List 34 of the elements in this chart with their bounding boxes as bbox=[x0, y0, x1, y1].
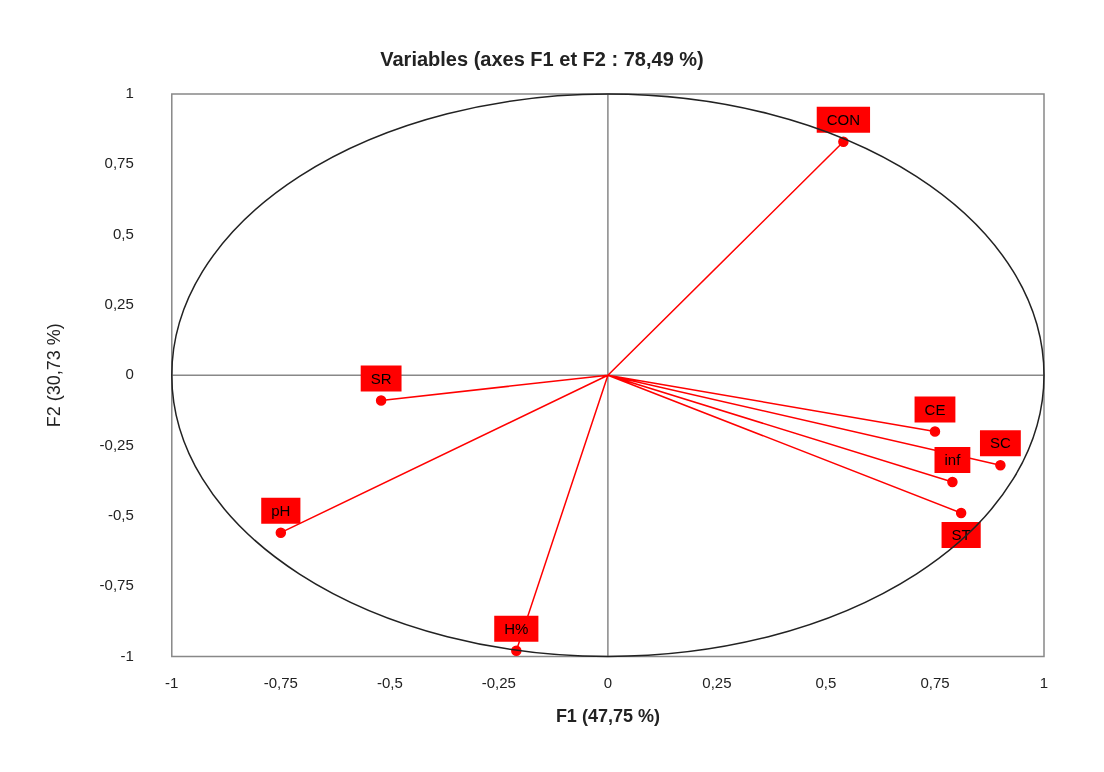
y-tick-label: -0,75 bbox=[99, 576, 134, 594]
y-tick-label: 0,75 bbox=[104, 154, 134, 172]
chart-title: Variables (axes F1 et F2 : 78,49 %) bbox=[380, 47, 704, 70]
x-tick-label: -1 bbox=[165, 673, 179, 691]
x-tick-label: 0,5 bbox=[815, 673, 837, 691]
x-tick-label: -0,75 bbox=[263, 673, 298, 691]
x-axis-title: F1 (47,75 %) bbox=[555, 706, 660, 727]
point bbox=[275, 527, 287, 538]
annotation: SR bbox=[370, 369, 392, 387]
annotation: pH bbox=[271, 501, 291, 519]
point bbox=[947, 476, 958, 488]
annotation: CON bbox=[826, 110, 861, 128]
y-tick-label: -0,25 bbox=[99, 435, 134, 453]
y-axis-title: F2 (30,73 %) bbox=[43, 323, 64, 428]
annotation: H% bbox=[504, 619, 529, 637]
x-tick-label: -0,25 bbox=[481, 673, 516, 691]
point bbox=[929, 426, 941, 437]
annotation: CE bbox=[924, 400, 946, 418]
y-tick-label: 0,5 bbox=[112, 224, 134, 242]
x-tick-label: -0,5 bbox=[376, 673, 403, 691]
y-tick-label: 0 bbox=[125, 365, 134, 383]
x-tick-label: 1 bbox=[1039, 673, 1049, 691]
y-tick-label: 0,25 bbox=[104, 295, 134, 313]
y-tick-label: 1 bbox=[125, 84, 134, 102]
annotation: inf bbox=[944, 451, 962, 469]
annotation: SC bbox=[989, 434, 1011, 452]
point bbox=[955, 507, 967, 519]
y-tick-label: -0,5 bbox=[107, 505, 134, 523]
x-tick-label: 0,25 bbox=[702, 673, 732, 691]
point bbox=[375, 395, 387, 406]
x-tick-label: 0 bbox=[603, 673, 613, 691]
y-tick-label: -1 bbox=[120, 646, 134, 664]
point bbox=[995, 459, 1006, 471]
x-tick-label: 0,75 bbox=[920, 673, 950, 691]
